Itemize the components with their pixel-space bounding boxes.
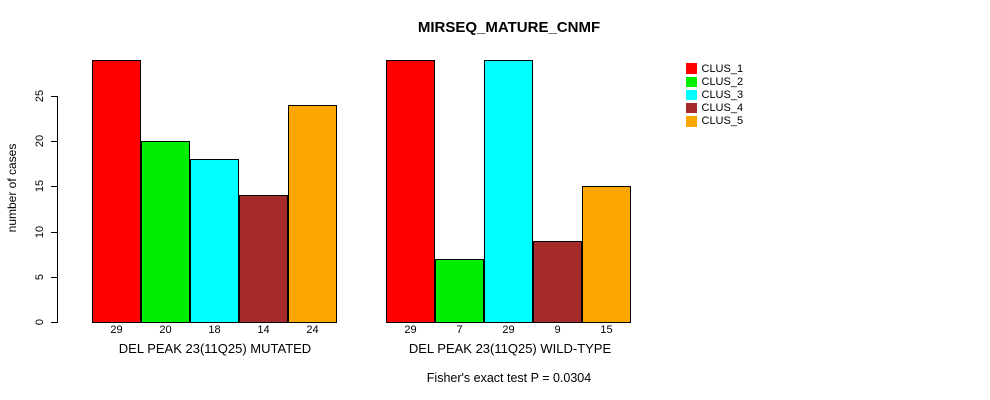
y-axis-tick (51, 231, 57, 233)
y-axis-tick-label: 0 (34, 318, 46, 326)
y-axis-tick-label: 10 (34, 225, 46, 238)
bar-value-label: 7 (456, 324, 463, 336)
y-axis-tick (51, 322, 57, 323)
bar-clus_5-group2 (582, 186, 631, 323)
bar-value-label: 15 (600, 324, 613, 336)
bar-value-label: 18 (208, 324, 221, 336)
bar-clus_1-group1 (92, 59, 141, 323)
bar-clus_2-group1 (141, 141, 190, 323)
legend-label: CLUS_4 (701, 102, 744, 115)
y-axis-tick (51, 186, 57, 188)
bar-clus_4-group1 (239, 195, 288, 323)
legend-entry-clus_2: CLUS_2 (686, 75, 743, 88)
legend-swatch-icon (686, 116, 697, 127)
legend-entry-clus_5: CLUS_5 (686, 115, 743, 128)
bar-value-label: 20 (159, 324, 172, 336)
group-label-mutated: DEL PEAK 23(11Q25) MUTATED (118, 341, 312, 356)
legend-swatch-icon (686, 102, 697, 114)
legend-swatch-icon (686, 76, 697, 88)
group-label-wild-type: DEL PEAK 23(11Q25) WILD-TYPE (408, 341, 612, 356)
legend-label: CLUS_1 (701, 62, 744, 75)
bar-clus_3-group1 (190, 159, 239, 323)
fisher-test-annotation: Fisher's exact test P = 0.0304 (426, 371, 592, 385)
y-axis-tick-label: 5 (34, 273, 46, 280)
bar-clus_2-group2 (435, 258, 484, 323)
legend-label: CLUS_5 (701, 115, 744, 128)
bar-clus_1-group2 (386, 59, 435, 323)
y-axis-tick (51, 96, 57, 97)
y-axis-tick-label: 25 (34, 89, 46, 103)
y-axis-tick-label: 20 (34, 135, 46, 148)
chart-title: MIRSEQ_MATURE_CNMF (417, 19, 601, 36)
y-axis-line (57, 96, 58, 323)
bar-clus_4-group2 (533, 240, 582, 323)
bar-value-label: 29 (404, 324, 417, 336)
bar-value-label: 9 (554, 324, 561, 336)
legend-label: CLUS_3 (701, 88, 744, 101)
y-axis-tick (51, 276, 57, 278)
bar-value-label: 29 (110, 324, 123, 336)
legend-entry-clus_4: CLUS_4 (686, 102, 743, 115)
y-axis-tick-label: 15 (34, 180, 46, 193)
legend-swatch-icon (686, 89, 697, 101)
bar-clus_3-group2 (484, 59, 533, 323)
bar-value-label: 29 (502, 324, 515, 336)
bar-value-label: 24 (306, 324, 319, 336)
legend-swatch-icon (686, 63, 697, 74)
y-axis-tick (51, 141, 57, 143)
legend-entry-clus_3: CLUS_3 (686, 88, 743, 101)
bar-value-label: 14 (257, 324, 270, 336)
legend-entry-clus_1: CLUS_1 (686, 62, 743, 75)
y-axis-label: number of cases (5, 143, 19, 233)
bar-clus_5-group1 (288, 105, 337, 323)
legend-label: CLUS_2 (701, 75, 744, 88)
legend: CLUS_1 CLUS_2 CLUS_3 CLUS_4 CLUS_5 (686, 62, 743, 128)
